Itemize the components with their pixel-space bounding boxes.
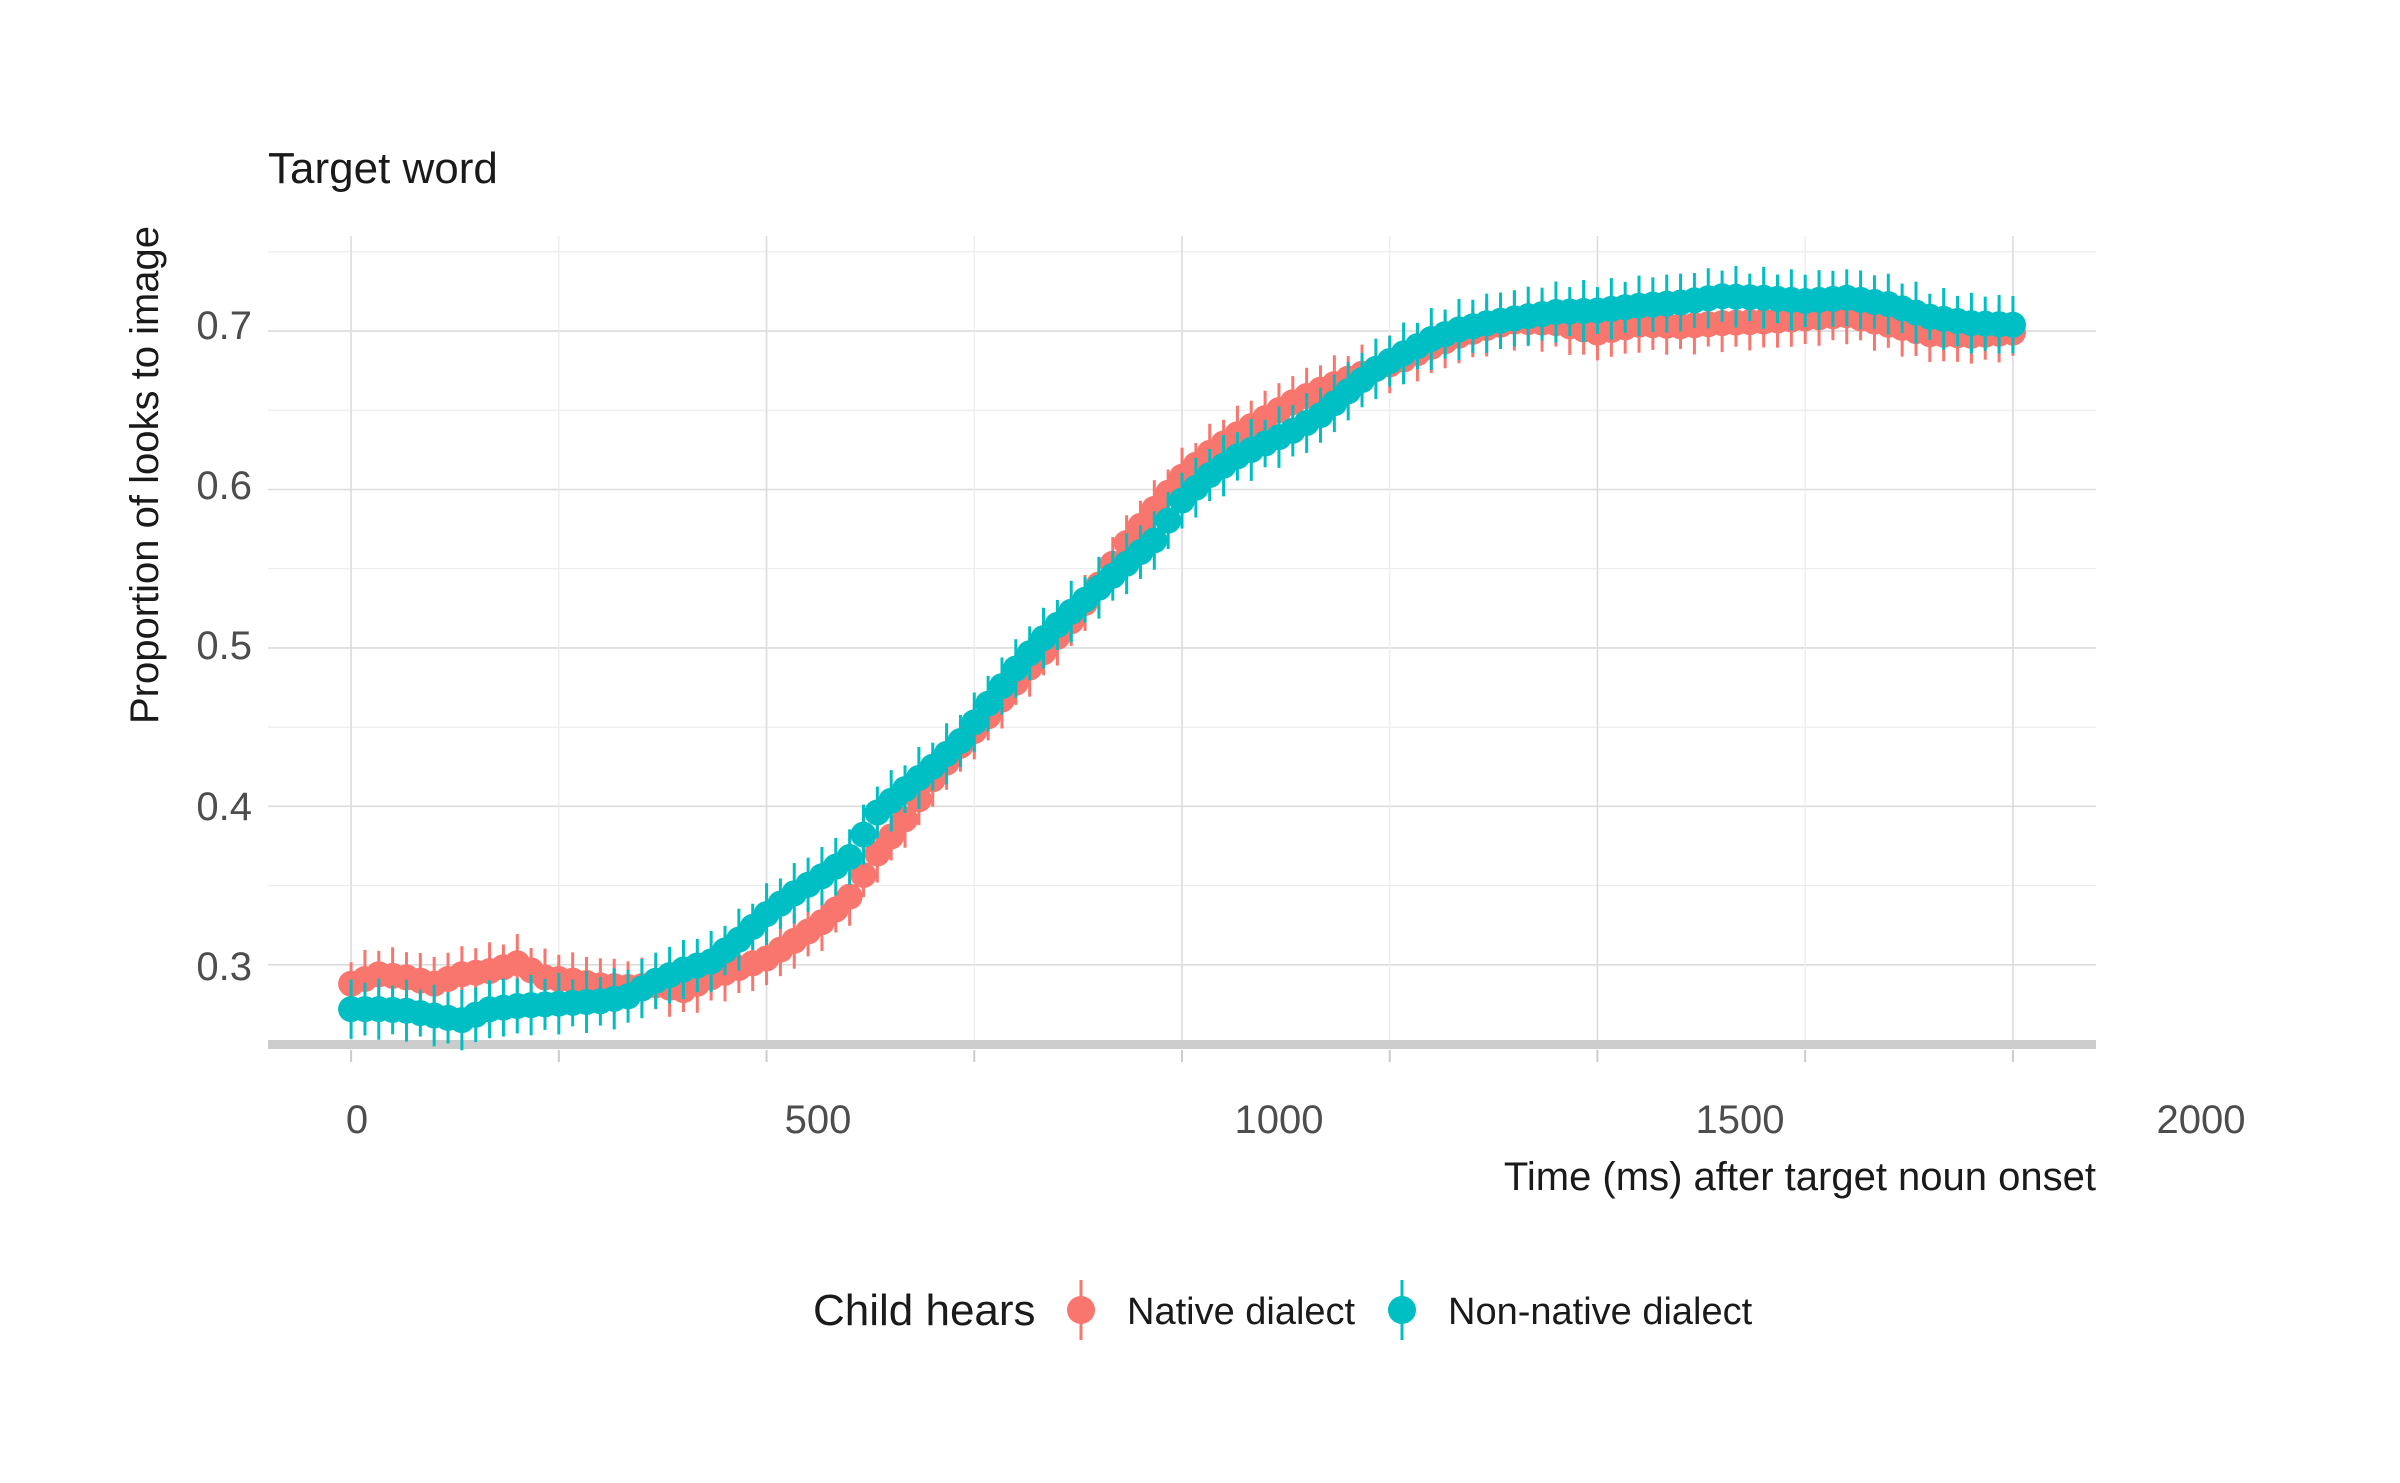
data-point <box>1155 507 1182 534</box>
legend: Child hears Native dialect Non-native di… <box>813 1280 1753 1340</box>
y-axis-label: Proportion of looks to image <box>123 226 167 724</box>
x-tick-label: 0 <box>346 1098 368 1142</box>
data-point <box>1999 311 2026 338</box>
data-point <box>892 806 919 833</box>
x-tick-label: 2000 <box>2157 1098 2246 1142</box>
grid <box>268 236 2096 1045</box>
y-tick-label: 0.6 <box>196 464 252 508</box>
data-point <box>975 690 1002 717</box>
legend-label-nonnative: Non-native dialect <box>1448 1291 1753 1333</box>
data-point <box>850 862 877 889</box>
data-point <box>850 821 877 848</box>
legend-key-nonnative <box>1388 1296 1416 1324</box>
y-tick-label: 0.4 <box>196 785 252 829</box>
y-tick-label: 0.5 <box>196 624 252 668</box>
x-ticks <box>350 1050 2014 1062</box>
x-tick-label: 1500 <box>1696 1098 1785 1142</box>
chart-title: Target word <box>268 144 498 193</box>
data-points <box>338 265 2026 1051</box>
x-axis-label: Time (ms) after target noun onset <box>1504 1155 2096 1199</box>
legend-label-native: Native dialect <box>1127 1291 1356 1333</box>
x-tick-label: 500 <box>785 1098 852 1142</box>
x-tick-label: 1000 <box>1235 1098 1324 1142</box>
data-point <box>836 883 863 910</box>
y-tick-label: 0.7 <box>196 304 252 348</box>
x-axis-line <box>268 1040 2096 1049</box>
series-non-native-dialect <box>338 265 2026 1051</box>
data-point <box>988 673 1015 700</box>
data-point <box>947 728 974 755</box>
legend-title: Child hears <box>813 1286 1036 1335</box>
data-point <box>836 844 863 871</box>
legend-key-native <box>1067 1296 1095 1324</box>
y-tick-label: 0.3 <box>196 945 252 989</box>
data-point <box>961 709 988 736</box>
data-point <box>1141 527 1168 554</box>
